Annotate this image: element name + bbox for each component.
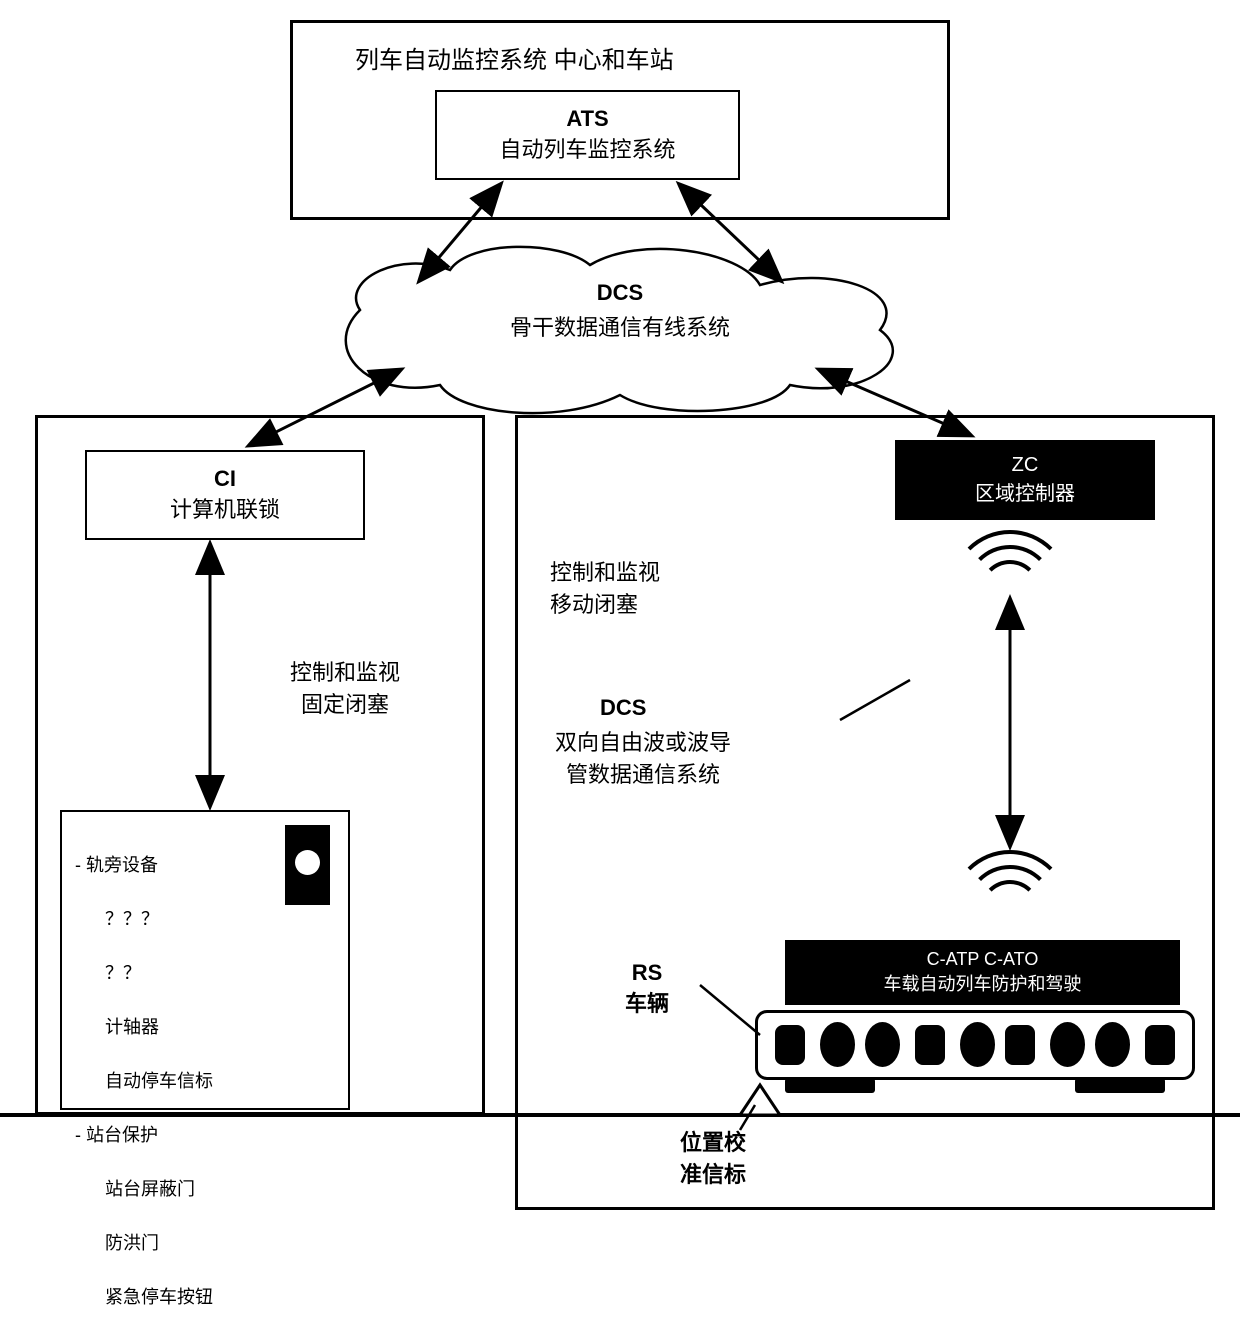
equip-item-4: 自动停车信标 bbox=[75, 1068, 213, 1095]
equip-item-3: 计轴器 bbox=[75, 1014, 213, 1041]
left-mid-label: 控制和监视 固定闭塞 bbox=[290, 655, 400, 719]
ats-line1: ATS bbox=[566, 106, 608, 132]
zc-box: ZC 区域控制器 bbox=[895, 440, 1155, 520]
train-box-line1: C-ATP C-ATO bbox=[927, 949, 1039, 970]
ats-box: ATS 自动列车监控系统 bbox=[435, 90, 740, 180]
equip-header1: - 轨旁设备 bbox=[75, 852, 213, 879]
zc-line2: 区域控制器 bbox=[975, 477, 1075, 506]
equip-item-1: ？？？ bbox=[75, 906, 213, 933]
signal-icon bbox=[285, 825, 330, 905]
cloud-line1: DCS bbox=[480, 280, 760, 306]
equip-item-2: ？？ bbox=[75, 960, 213, 987]
right-mid-label: 控制和监视 移动闭塞 bbox=[550, 555, 660, 619]
ci-line2: 计算机联锁 bbox=[170, 492, 280, 524]
top-box-title: 列车自动监控系统 中心和车站 bbox=[355, 40, 674, 75]
equipment-list: - 轨旁设备 ？？？ ？？ 计轴器 自动停车信标 - 站台保护 站台屏蔽门 防洪… bbox=[75, 825, 213, 1338]
equip-item-6: 防洪门 bbox=[75, 1230, 213, 1257]
train-icon bbox=[755, 1010, 1195, 1095]
cloud-line2: 骨干数据通信有线系统 bbox=[480, 310, 760, 342]
train-atp-box: C-ATP C-ATO 车载自动列车防护和驾驶 bbox=[785, 940, 1180, 1005]
dcs-line2: 双向自由波或波导 管数据通信系统 bbox=[555, 725, 731, 789]
ci-box: CI 计算机联锁 bbox=[85, 450, 365, 540]
ci-line1: CI bbox=[214, 466, 236, 492]
equip-item-5: 站台屏蔽门 bbox=[75, 1176, 213, 1203]
rs-label: RS 车辆 bbox=[625, 960, 669, 1018]
dcs-line1: DCS bbox=[600, 695, 646, 721]
beacon-label: 位置校 准信标 bbox=[680, 1125, 746, 1189]
zc-line1: ZC bbox=[1012, 454, 1039, 477]
equip-header2: - 站台保护 bbox=[75, 1122, 213, 1149]
ats-line2: 自动列车监控系统 bbox=[499, 132, 675, 164]
equip-item-7: 紧急停车按钮 bbox=[75, 1284, 213, 1311]
train-box-line2: 车载自动列车防护和驾驶 bbox=[884, 970, 1082, 996]
